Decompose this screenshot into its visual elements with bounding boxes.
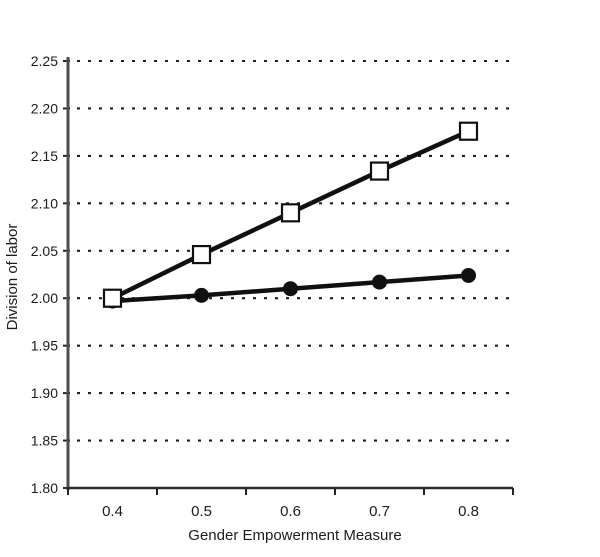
y-tick-label: 2.00 [31,290,58,306]
gridlines-layer [77,59,511,442]
marker-filled-circle [461,267,476,283]
marker-open-square [458,121,479,141]
marker-open-square [191,244,212,265]
marker-open-square [102,288,123,308]
y-tick-label: 1.90 [31,385,58,401]
marker-filled-circle [283,281,298,297]
y-tick-label: 2.20 [31,100,58,116]
x-tick-label: 0.6 [280,503,301,520]
x-tick-label: 0.5 [191,503,212,520]
series-layer [102,121,479,309]
y-tick-label: 1.80 [31,480,58,496]
y-tick-label: 2.10 [31,195,58,211]
x-axis-title: Gender Empowerment Measure [188,527,401,544]
axis-titles-layer: Gender Empowerment Measure Division of l… [4,224,402,544]
y-axis-title: Division of labor [4,224,21,331]
marker-open-square [280,203,301,223]
marker-filled-circle [194,287,209,303]
x-tick-label: 0.7 [369,503,390,520]
marker-open-square [369,161,390,181]
y-tick-label: 2.25 [31,53,58,69]
x-tick-label: 0.8 [458,503,479,520]
y-tick-label: 1.85 [31,433,58,449]
y-tick-label: 1.95 [31,338,58,354]
y-tick-label: 2.15 [31,148,58,164]
marker-filled-circle [372,274,387,290]
y-tick-label: 2.05 [31,243,58,259]
axes-layer: 2.25 2.20 2.15 2.10 2.05 2.00 1.95 1.90 1.85 1.80… [31,53,514,520]
x-tick-label: 0.4 [102,503,123,520]
